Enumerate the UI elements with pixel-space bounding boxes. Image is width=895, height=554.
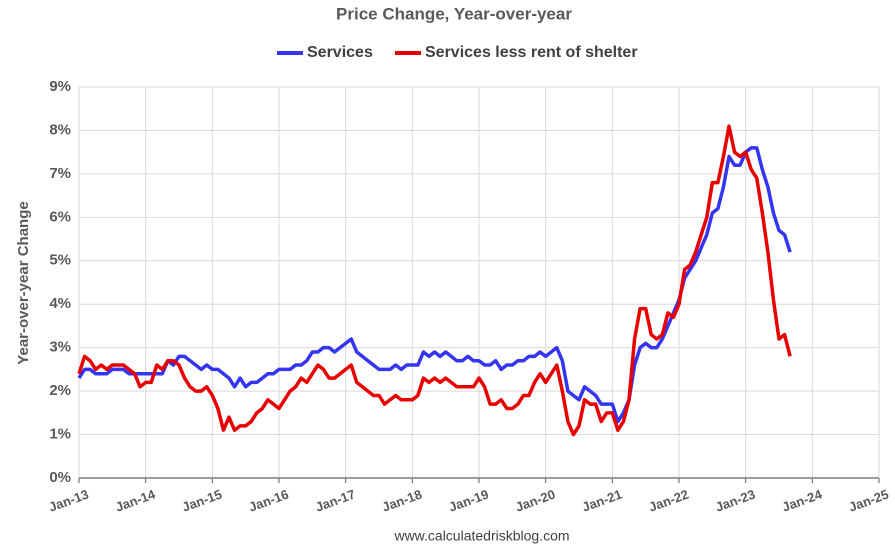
x-tick-label: Jan-25 [847, 487, 891, 515]
x-tick-label: Jan-22 [647, 487, 691, 515]
chart-title: Price Change, Year-over-year [336, 4, 572, 23]
y-tick-label: 3% [49, 339, 71, 356]
y-tick-label: 0% [49, 469, 71, 486]
y-tick-label: 1% [49, 426, 71, 443]
x-tick-label: Jan-15 [180, 487, 224, 515]
source: www.calculatedriskblog.com [393, 528, 569, 544]
y-tick-label: 9% [49, 78, 71, 95]
x-tick-label: Jan-18 [380, 487, 424, 515]
x-tick-label: Jan-20 [513, 487, 557, 515]
y-tick-label: 6% [49, 208, 71, 225]
y-tick-label: 8% [49, 121, 71, 138]
legend-label: Services [307, 44, 373, 61]
x-tick-label: Jan-14 [113, 486, 158, 514]
x-tick-label: Jan-13 [47, 487, 91, 515]
x-tick-label: Jan-16 [247, 487, 291, 515]
y-tick-label: 7% [49, 165, 71, 182]
x-tick-label: Jan-19 [447, 487, 491, 515]
legend-label: Services less rent of shelter [425, 44, 638, 61]
x-tick-label: Jan-24 [780, 486, 825, 514]
x-tick-label: Jan-23 [713, 487, 757, 515]
y-tick-label: 5% [49, 252, 71, 269]
x-tick-label: Jan-21 [580, 487, 624, 515]
series-line [77, 124, 792, 437]
x-tick-label: Jan-17 [313, 487, 357, 515]
y-axis-label: Year-over-year Change [15, 201, 32, 364]
y-tick-label: 4% [49, 295, 71, 312]
y-tick-label: 2% [49, 382, 71, 399]
